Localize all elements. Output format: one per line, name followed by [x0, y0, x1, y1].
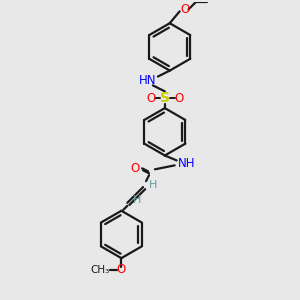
Text: H: H — [149, 180, 157, 190]
Text: H: H — [133, 195, 141, 205]
Text: CH₃: CH₃ — [90, 265, 109, 275]
Text: S: S — [160, 91, 170, 105]
Text: O: O — [146, 92, 156, 105]
Text: O: O — [130, 162, 140, 175]
Text: O: O — [180, 3, 189, 16]
Text: HN: HN — [139, 74, 157, 87]
Text: O: O — [117, 263, 126, 277]
Text: NH: NH — [178, 157, 195, 170]
Text: O: O — [174, 92, 183, 105]
